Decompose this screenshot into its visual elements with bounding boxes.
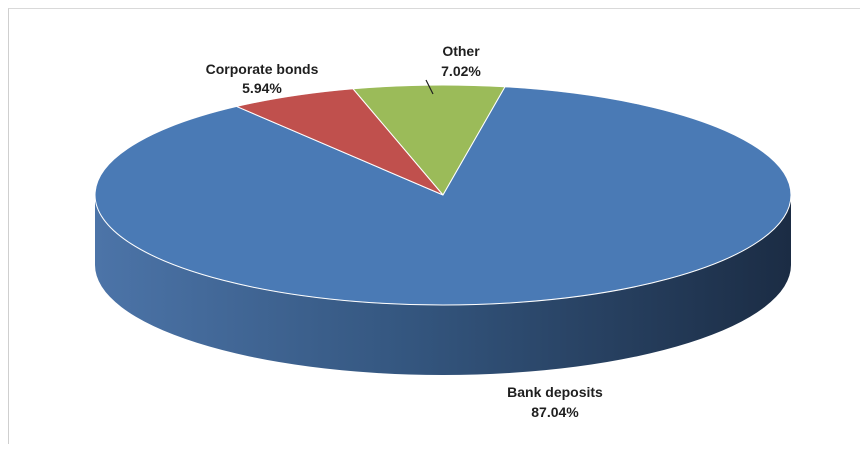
label-bank-deposits: Bank deposits (507, 384, 603, 400)
label-value-bank-deposits: 87.04% (531, 404, 579, 420)
label-other: Other (442, 43, 480, 59)
label-corporate-bonds: Corporate bonds (206, 61, 319, 77)
pie-top-face (94, 84, 792, 306)
label-value-other: 7.02% (441, 63, 481, 79)
data-labels: Bank deposits 87.04% Corporate bonds 5.94% O… (206, 43, 603, 420)
label-value-corporate-bonds: 5.94% (242, 80, 282, 96)
pie-slice-corporate-bonds (234, 88, 444, 196)
chart-frame (8, 8, 860, 444)
leader-line-other (425, 79, 434, 95)
leader-lines (425, 79, 434, 95)
pie-side-bank-deposits (95, 195, 791, 375)
pie-side-wall (95, 195, 791, 375)
pie-rim (94, 84, 792, 306)
pie-slice-bank-deposits (94, 86, 792, 306)
